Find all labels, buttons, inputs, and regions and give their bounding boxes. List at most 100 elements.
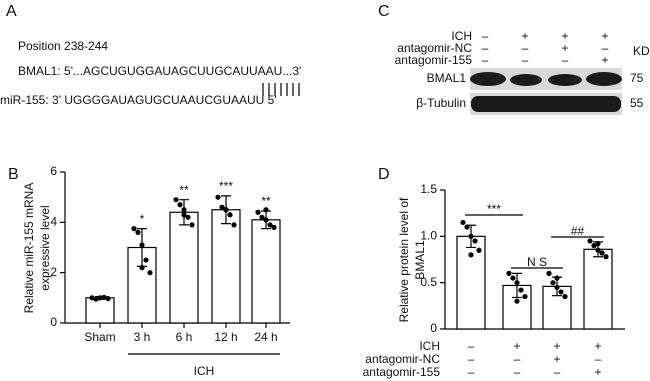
panel-label: B (8, 166, 19, 183)
data-point (259, 214, 265, 220)
x-tick-label: 6 h (176, 330, 193, 344)
data-point (595, 241, 601, 247)
panel-label: D (378, 166, 390, 183)
lane-sign: – (482, 53, 489, 67)
lane-sign: – (468, 365, 475, 379)
data-point (93, 296, 99, 302)
lane-sign: + (553, 352, 560, 366)
pairing-lines (262, 83, 300, 96)
row-label: antagomir-NC (397, 41, 472, 55)
bar (85, 297, 115, 324)
y-axis-label: Relative miR-155 mRNA (22, 183, 36, 314)
lane-sign: – (514, 365, 521, 379)
bar (583, 248, 613, 330)
y-tick-label: 1.5 (420, 182, 437, 196)
data-point (147, 270, 153, 276)
data-point (227, 212, 233, 218)
x-tick-label: 24 h (254, 330, 277, 344)
data-point (231, 222, 237, 228)
data-point (472, 238, 478, 244)
lane-sign: + (594, 365, 601, 379)
bar (251, 219, 281, 324)
lane-sign: + (601, 53, 608, 67)
data-point (464, 224, 470, 230)
data-point (135, 229, 141, 235)
data-point (181, 207, 187, 213)
data-point (506, 270, 512, 276)
data-point (185, 214, 191, 220)
error-bar (512, 272, 522, 299)
lane-sign: – (482, 29, 489, 43)
lane-sign: + (601, 29, 608, 43)
data-point (105, 295, 111, 302)
data-point (591, 243, 597, 249)
data-point (595, 247, 601, 253)
data-point (514, 298, 520, 304)
data-point (518, 287, 524, 293)
data-point (554, 275, 560, 281)
bar (211, 209, 241, 324)
row-label: ICH (451, 29, 472, 43)
x-tick-label: 3 h (134, 330, 151, 344)
data-point (143, 257, 149, 263)
bracket-label: N S (527, 255, 547, 269)
data-point (510, 275, 516, 281)
bracket-label: ## (571, 224, 585, 238)
data-point (546, 270, 552, 276)
significance: *** (219, 179, 233, 193)
data-point (599, 250, 605, 256)
y-axis-label: BMAL1 (413, 240, 427, 280)
data-point (89, 295, 95, 301)
y-tick-label: 6 (50, 164, 57, 178)
lane-sign: – (595, 352, 602, 366)
data-point (97, 295, 103, 301)
bracket-label: *** (487, 202, 501, 216)
y-axis-label: Relative protein level of (397, 197, 411, 322)
western-blot (470, 68, 622, 115)
data-point (223, 207, 229, 213)
blot-background (470, 68, 622, 90)
data-point (554, 284, 560, 290)
y-tick-label: 0 (50, 315, 57, 329)
data-point (139, 242, 145, 248)
data-point (271, 224, 277, 230)
lane-sign: + (553, 339, 560, 353)
lane-sign: – (522, 53, 529, 67)
data-point (189, 222, 195, 228)
lane-sign: – (522, 41, 529, 55)
lane-sign: + (513, 339, 520, 353)
data-point (562, 293, 568, 300)
data-point (468, 233, 474, 239)
data-point (263, 217, 269, 223)
lane-sign: – (482, 41, 489, 55)
bmal1-sequence: BMAL1: 5'...AGCUGUGGAUAGCUUGCAUUAAU...3' (18, 64, 301, 78)
x-tick-label: 12 h (214, 330, 237, 344)
blot-label: β-Tubulin (416, 96, 466, 110)
row-label: antagomir-155 (363, 365, 441, 379)
lane-sign: + (561, 41, 568, 55)
data-point (603, 254, 609, 260)
y-tick-label: 0 (430, 321, 437, 335)
lane-sign: – (562, 53, 569, 67)
data-point (587, 238, 593, 244)
y-tick-label: 0.5 (420, 275, 437, 289)
group-label: ICH (194, 364, 215, 378)
row-label: antagomir-155 (395, 53, 473, 67)
significance: ** (179, 183, 189, 197)
lane-sign: – (468, 352, 475, 366)
data-point (522, 293, 528, 300)
data-point (460, 219, 466, 226)
data-point (215, 194, 221, 200)
data-point (267, 222, 273, 228)
y-axis-label: expressive level (38, 205, 52, 290)
data-point (177, 202, 183, 208)
data-point (219, 204, 225, 210)
panel-label: C (378, 3, 390, 20)
row-label: ICH (419, 339, 440, 353)
position-text: Position 238-244 (18, 39, 108, 53)
significance: ** (261, 194, 271, 208)
lane-sign: – (468, 339, 475, 353)
mir155-sequence: miR-155: 3' UGGGGAUAGUGCUAAUCGUAAUU 5' (0, 93, 277, 107)
lane-sign: + (561, 29, 568, 43)
